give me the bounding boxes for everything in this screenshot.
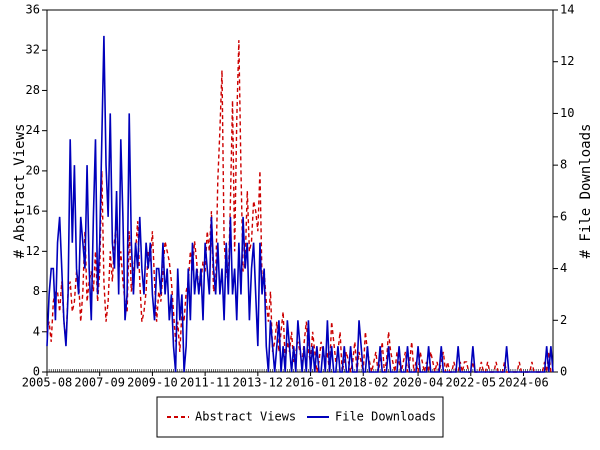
y-tick-label: 12 (26, 244, 40, 258)
legend-box (156, 396, 444, 438)
y2-tick-label: 2 (560, 313, 567, 327)
y-tick-label: 36 (26, 3, 40, 17)
x-tick-label: 2011-11 (180, 376, 231, 390)
y2-tick-label: 12 (560, 54, 574, 68)
x-tick-label: 2013-12 (233, 376, 284, 390)
y2-axis-label: # File Downloads (578, 124, 594, 259)
y-axis-label: # Abstract Views (12, 124, 28, 259)
y-tick-label: 24 (26, 123, 40, 137)
legend-label: Abstract Views (195, 410, 296, 424)
x-tick-label: 2022-05 (445, 376, 496, 390)
x-tick-label: 2020-04 (393, 376, 444, 390)
y2-tick-label: 4 (560, 261, 567, 275)
y-tick-label: 32 (26, 43, 40, 57)
y-tick-label: 4 (33, 324, 40, 338)
y-tick-label: 16 (26, 204, 40, 218)
series-line (46, 35, 554, 373)
legend-label: File Downloads (335, 410, 436, 424)
x-tick-label: 2005-08 (22, 376, 73, 390)
x-tick-label: 2018-02 (338, 376, 389, 390)
y2-tick-label: 6 (560, 209, 567, 223)
y2-tick-label: 8 (560, 158, 567, 172)
y-tick-label: 0 (33, 365, 40, 379)
y2-tick-label: 10 (560, 106, 574, 120)
x-tick-label: 2016-01 (285, 376, 336, 390)
y2-tick-label: 0 (560, 365, 567, 379)
x-tick-label: 2024-06 (498, 376, 549, 390)
y2-tick-label: 14 (560, 3, 574, 17)
x-tick-label: 2009-10 (127, 376, 178, 390)
y-tick-label: 28 (26, 83, 40, 97)
y-tick-label: 8 (33, 284, 40, 298)
y-tick-label: 20 (26, 163, 40, 177)
x-tick-label: 2007-09 (74, 376, 125, 390)
